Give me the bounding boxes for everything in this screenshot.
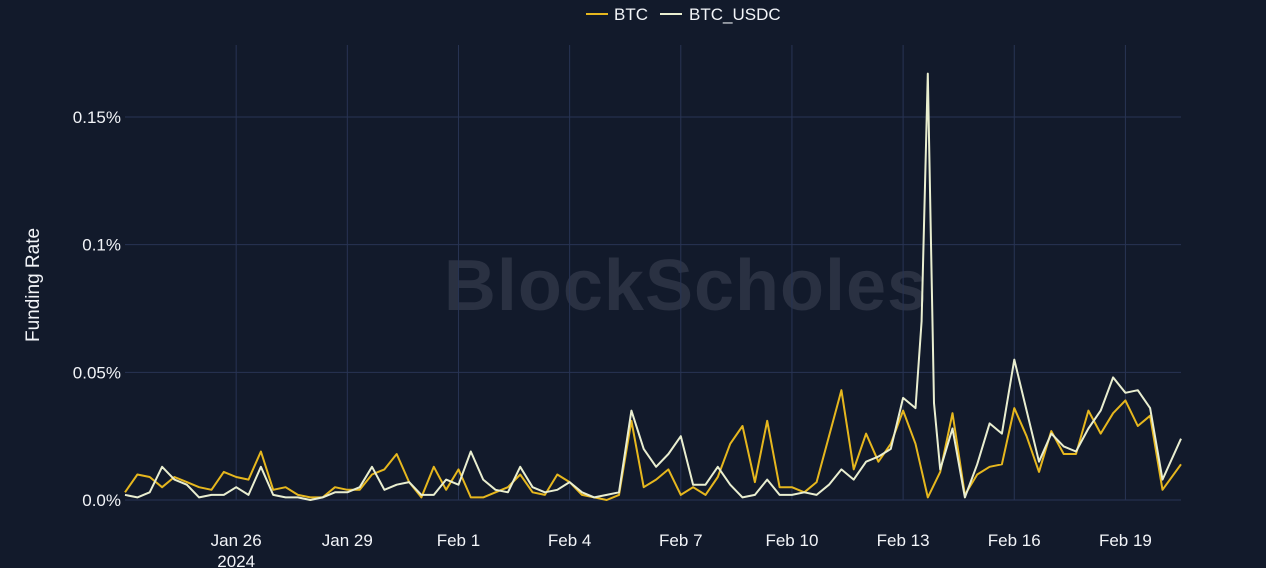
legend: BTC BTC_USDC <box>586 5 781 24</box>
x-tick-label: Feb 16 <box>988 531 1041 550</box>
series-line-1 <box>124 72 1182 501</box>
x-tick-label: Feb 13 <box>877 531 930 550</box>
y-tick-label: 0.0% <box>82 491 121 510</box>
x-tick-label: Jan 26 <box>211 531 262 550</box>
x-tick-label: Feb 7 <box>659 531 702 550</box>
x-tick-label: Feb 10 <box>765 531 818 550</box>
legend-label[interactable]: BTC_USDC <box>689 5 781 24</box>
x-tick-label: Jan 29 <box>322 531 373 550</box>
y-axis-ticks: 0.0% 0.05% 0.1% 0.15% <box>73 108 121 510</box>
x-tick-sublabel: 2024 <box>217 552 255 568</box>
legend-label[interactable]: BTC <box>614 5 648 24</box>
y-tick-label: 0.05% <box>73 363 121 382</box>
watermark: BlockScholes <box>444 246 928 326</box>
x-tick-label: Feb 4 <box>548 531 591 550</box>
y-tick-label: 0.1% <box>82 236 121 255</box>
x-axis-ticks: Jan 26 2024 Jan 29 Feb 1 Feb 4 Feb 7 Feb 10 Feb… <box>211 531 1152 568</box>
y-axis-label: Funding Rate <box>23 228 44 342</box>
gridlines <box>125 45 1181 501</box>
series-lines <box>124 72 1182 501</box>
x-tick-label: Feb 19 <box>1099 531 1152 550</box>
series-line-0 <box>124 389 1182 501</box>
y-tick-label: 0.15% <box>73 108 121 127</box>
x-tick-label: Feb 1 <box>437 531 480 550</box>
